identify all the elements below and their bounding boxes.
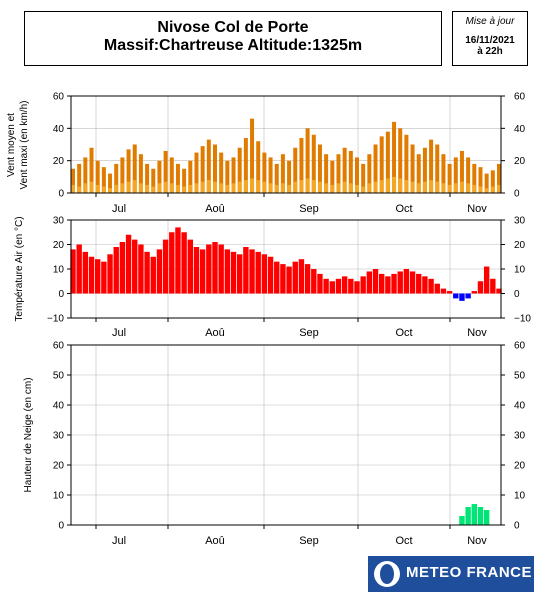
ytick-label-left: 60 [53,341,65,352]
ytick-label-right: 10 [514,265,526,276]
wind-ylabel-1: Vent moyen et [6,113,17,177]
wind-ylabel-2: Vent maxi (en km/h) [19,101,30,190]
ytick-label-right: 0 [514,189,520,200]
update-box: Mise à jour 16/11/2021 à 22h [452,11,528,66]
ytick-label-right: 20 [514,461,526,472]
ytick-label-left: 50 [53,371,65,382]
ytick-label-left: 30 [53,431,65,442]
ytick-label-right: −10 [514,314,531,325]
ytick-label-right: 30 [514,431,526,442]
ytick-label-right: 10 [514,491,526,502]
ytick-label-right: 0 [514,289,520,300]
station-title: Nivose Col de Porte [157,19,309,36]
temp-ylabel: Température Air (en °C) [14,216,25,321]
ytick-label-left: 30 [53,216,65,227]
month-label: Aoû [205,327,225,339]
ytick-label-left: 0 [58,521,64,532]
month-label: Jul [112,203,126,215]
logo-text: METEO FRANCE [406,564,532,581]
ytick-label-left: 40 [53,124,65,135]
month-label: Oct [395,203,412,215]
ytick-label-left: 20 [53,461,65,472]
month-label: Aoû [205,535,225,547]
ytick-label-right: 60 [514,341,526,352]
ytick-label-right: 30 [514,216,526,227]
globe-icon-inner [380,564,394,584]
ytick-label-right: 40 [514,124,526,135]
meteo-france-logo: METEO FRANCE [368,556,534,592]
panel-frame [70,95,502,194]
ytick-label-left: 40 [53,401,65,412]
month-label: Nov [467,535,487,547]
panel-frame [70,219,502,319]
title-box: Nivose Col de Porte Massif:Chartreuse Al… [24,11,442,66]
ytick-label-left: −10 [47,314,64,325]
station-subtitle: Massif:Chartreuse Altitude:1325m [103,37,363,54]
month-label: Nov [467,327,487,339]
month-label: Sep [299,203,319,215]
month-label: Aoû [205,203,225,215]
month-label: Sep [299,535,319,547]
month-label: Jul [112,327,126,339]
ytick-label-left: 0 [58,189,64,200]
ytick-label-left: 10 [53,265,65,276]
month-label: Jul [112,535,126,547]
month-label: Oct [395,327,412,339]
ytick-label-left: 0 [58,289,64,300]
ytick-label-right: 20 [514,240,526,251]
ytick-label-left: 20 [53,240,65,251]
month-label: Sep [299,327,319,339]
ytick-label-left: 60 [53,92,65,103]
ytick-label-right: 0 [514,521,520,532]
snow-ylabel: Hauteur de Neige (en cm) [23,377,34,492]
update-date: 16/11/2021 [465,35,515,46]
ytick-label-right: 20 [514,156,526,167]
month-label: Oct [395,535,412,547]
ytick-label-left: 10 [53,491,65,502]
ytick-label-right: 40 [514,401,526,412]
ytick-label-right: 50 [514,371,526,382]
month-label: Nov [467,203,487,215]
ytick-label-right: 60 [514,92,526,103]
panel-frame [70,344,502,526]
update-time: à 22h [477,46,503,57]
update-label: Mise à jour [465,16,515,27]
ytick-label-left: 20 [53,156,65,167]
